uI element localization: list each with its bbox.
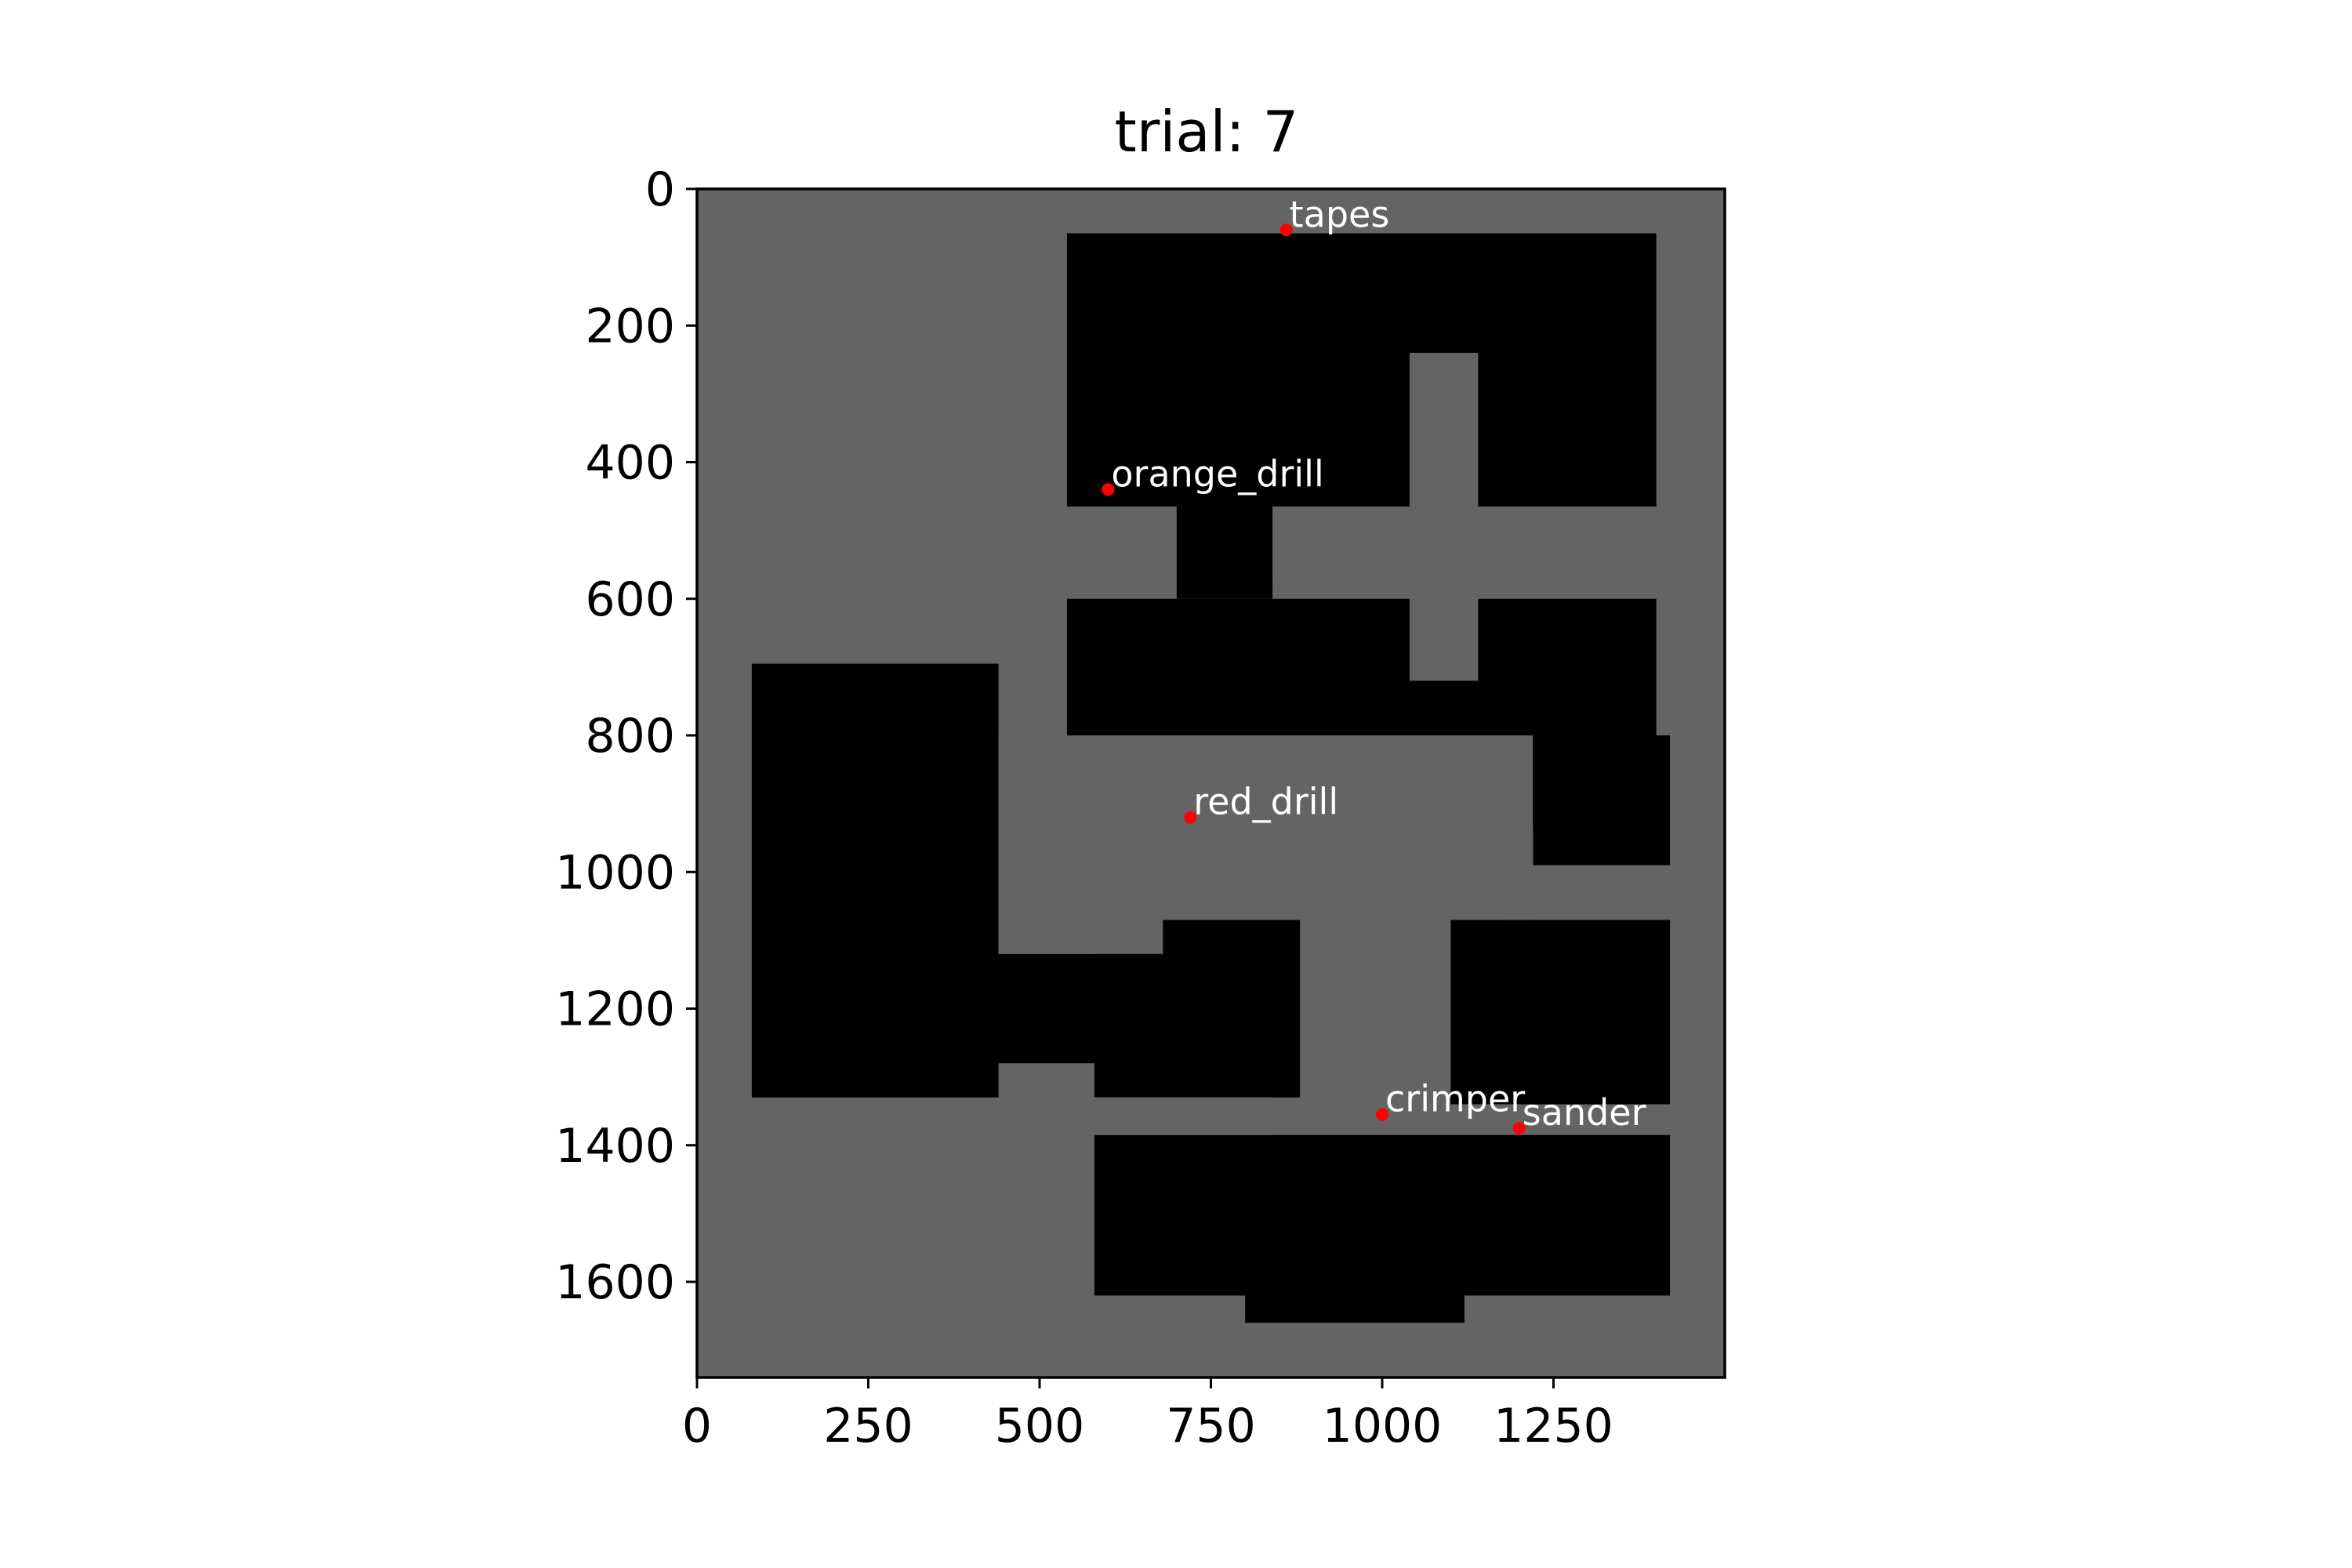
x-tick-label-1000: 1000 (1323, 1399, 1443, 1454)
label-sander: sander (1523, 1091, 1646, 1134)
occupied-region-6 (1094, 1097, 1273, 1135)
occupied-region-0 (1409, 353, 1479, 681)
free-region-8 (1094, 1134, 1671, 1296)
marker-crimper (1376, 1108, 1388, 1121)
occupied-region-2 (998, 735, 1067, 954)
y-tick-label-0: 0 (645, 162, 675, 217)
y-tick-label-600: 600 (585, 572, 675, 627)
y-tick-label-400: 400 (585, 436, 675, 491)
y-tick-label-200: 200 (585, 299, 675, 354)
free-region-1 (1176, 506, 1273, 599)
free-region-7 (1450, 920, 1671, 1105)
y-tick-label-800: 800 (585, 709, 675, 764)
x-tick-label-1250: 1250 (1494, 1399, 1613, 1454)
x-tick-label-250: 250 (823, 1399, 913, 1454)
marker-tapes (1279, 223, 1293, 237)
free-region-5 (998, 953, 1094, 1064)
figure-title: trial: 7 (1115, 99, 1299, 165)
label-tapes: tapes (1290, 193, 1390, 235)
occupied-region-1 (1272, 506, 1410, 582)
free-region-4 (751, 663, 999, 1098)
occupied-region-3 (1066, 769, 1163, 954)
axes: 0 250 500 750 1000 1250 0 200 400 600 800 1000 1200 1… (555, 162, 1726, 1454)
y-tick-label-1000: 1000 (555, 845, 675, 900)
x-tick-label-0: 0 (682, 1399, 712, 1454)
y-tick-label-1200: 1200 (555, 982, 675, 1037)
occupancy-map (697, 189, 1725, 1377)
free-region-0 (1066, 233, 1657, 507)
marker-orange_drill (1102, 483, 1115, 496)
label-orange_drill: orange_drill (1111, 452, 1323, 495)
occupied-region-5 (1355, 920, 1410, 1132)
label-crimper: crimper (1385, 1078, 1525, 1120)
label-red_drill: red_drill (1193, 781, 1338, 823)
y-tick-label-1400: 1400 (555, 1119, 675, 1174)
occupied-region-7 (1505, 865, 1671, 920)
free-region-3 (1533, 735, 1671, 866)
free-region-9 (1245, 1295, 1465, 1323)
marker-sander (1512, 1121, 1526, 1134)
x-tick-label-500: 500 (995, 1399, 1085, 1454)
occupied-region-4 (1163, 830, 1534, 920)
y-tick-label-1600: 1600 (555, 1255, 675, 1310)
x-tick-label-750: 750 (1166, 1399, 1256, 1454)
marker-red_drill (1184, 811, 1197, 824)
free-region-2 (1066, 598, 1657, 736)
